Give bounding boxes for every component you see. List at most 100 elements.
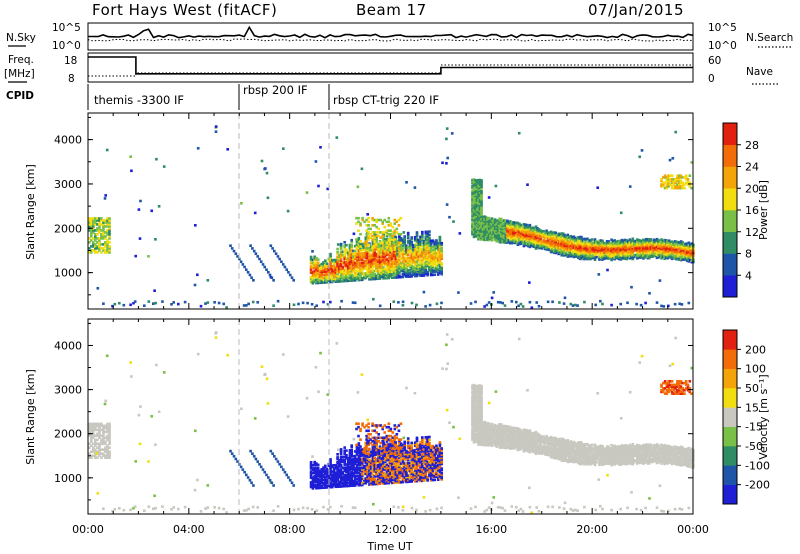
data-cell: [355, 275, 359, 279]
data-cell: [327, 277, 331, 281]
data-cell: [366, 478, 369, 482]
data-cell: [435, 256, 438, 259]
data-cell: [519, 225, 523, 228]
data-cell: [230, 452, 234, 455]
data-cell: [385, 269, 389, 272]
data-cell: [606, 268, 609, 272]
data-cell: [137, 413, 141, 417]
data-cell: [421, 263, 424, 266]
data-cell: [338, 483, 341, 487]
data-cell: [601, 241, 604, 244]
data-cell: [415, 245, 419, 248]
data-cell: [315, 468, 318, 471]
data-cell: [677, 179, 681, 183]
data-cell: [392, 300, 396, 303]
data-cell: [502, 233, 506, 236]
data-cell: [623, 254, 627, 257]
data-cell: [516, 240, 520, 243]
data-cell: [518, 235, 521, 238]
data-cell: [415, 274, 419, 278]
data-cell: [530, 237, 533, 241]
data-cell: [554, 247, 558, 250]
data-cell: [118, 507, 121, 510]
data-cell: [426, 272, 429, 275]
data-cell: [359, 224, 362, 227]
data-cell: [387, 276, 391, 280]
data-cell: [428, 239, 431, 243]
data-cell: [583, 240, 586, 244]
data-cell: [646, 238, 650, 241]
data-cell: [394, 257, 398, 261]
data-cell: [345, 474, 348, 477]
data-cell: [350, 450, 354, 453]
data-cell: [667, 241, 671, 244]
data-cell: [320, 272, 324, 275]
data-cell: [401, 304, 405, 307]
data-cell: [587, 257, 591, 261]
data-cell: [108, 221, 111, 224]
data-cell: [513, 221, 517, 224]
data-cell: [396, 259, 399, 262]
data-cell: [679, 181, 683, 185]
data-cell: [108, 247, 111, 250]
data-cell: [480, 197, 483, 201]
data-cell: [415, 242, 419, 245]
data-cell: [419, 243, 422, 246]
data-cell: [309, 461, 313, 464]
data-cell: [543, 241, 547, 244]
data-cell: [589, 245, 592, 248]
data-cell: [522, 227, 526, 231]
data-cell: [310, 508, 314, 511]
data-cell: [620, 254, 624, 257]
data-cell: [396, 274, 399, 278]
data-cell: [332, 477, 336, 481]
data-cell: [521, 231, 524, 234]
data-cell: [549, 230, 553, 234]
data-cell: [478, 181, 482, 185]
data-cell: [108, 225, 111, 228]
data-cell: [516, 227, 520, 231]
data-cell: [492, 220, 495, 224]
data-cell: [545, 231, 548, 234]
data-cell: [673, 252, 677, 256]
data-cell: [353, 261, 357, 265]
data-cell: [620, 238, 624, 242]
data-cell: [133, 505, 137, 508]
data-cell: [577, 240, 580, 244]
data-cell: [405, 245, 408, 249]
data-cell: [336, 263, 339, 266]
data-cell: [424, 267, 428, 271]
data-cell: [403, 236, 407, 240]
data-cell: [637, 256, 641, 259]
data-cell: [154, 443, 157, 446]
data-cell: [639, 256, 642, 259]
data-cell: [545, 243, 548, 247]
data-cell: [341, 272, 345, 275]
data-cell: [408, 269, 412, 272]
data-cell: [431, 248, 435, 252]
data-cell: [593, 250, 597, 254]
data-cell: [324, 264, 327, 267]
data-cell: [350, 268, 354, 271]
data-cell: [518, 230, 521, 233]
data-cell: [480, 235, 483, 238]
data-cell: [595, 245, 598, 248]
data-cell: [385, 239, 389, 243]
data-cell: [108, 223, 111, 226]
data-cell: [617, 246, 621, 250]
data-cell: [346, 463, 350, 466]
data-cell: [339, 455, 343, 459]
data-cell: [94, 444, 97, 448]
data-cell: [355, 460, 359, 464]
data-cell: [436, 254, 440, 258]
data-cell: [355, 465, 359, 469]
data-cell: [338, 474, 341, 478]
data-cell: [557, 252, 561, 256]
data-cell: [649, 239, 653, 243]
data-cell: [689, 249, 692, 253]
data-cell: [484, 222, 488, 226]
data-cell: [405, 386, 408, 390]
data-cell: [536, 231, 539, 235]
data-cell: [551, 231, 554, 235]
data-cell: [311, 263, 315, 266]
